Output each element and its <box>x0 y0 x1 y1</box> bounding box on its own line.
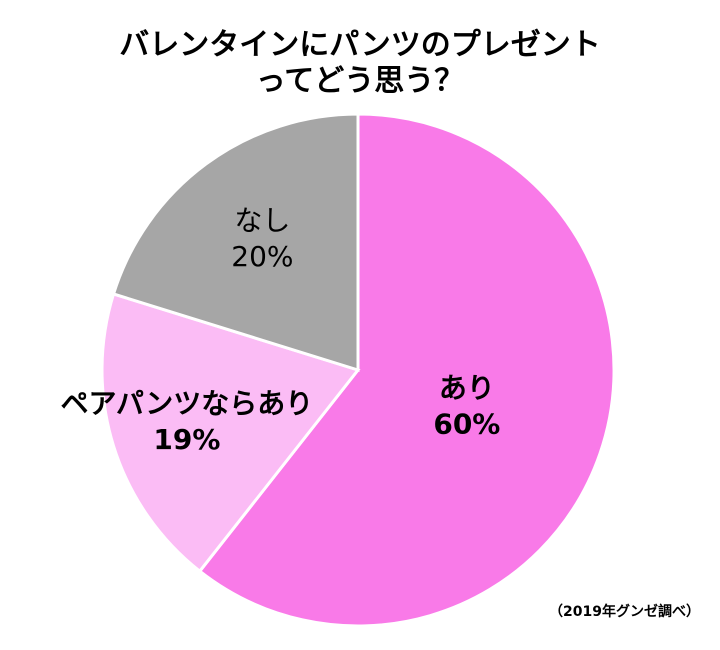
pie-slice <box>111 112 360 373</box>
slice-value-label: 60% <box>433 408 500 441</box>
source-note: （2019年グンゼ調べ） <box>549 603 700 620</box>
slice-value-label: 19% <box>153 423 220 456</box>
slice-label: ペアパンツならあり <box>60 387 313 420</box>
pie-slice <box>100 292 361 574</box>
pie-slice <box>197 112 616 628</box>
chart-title: バレンタインにパンツのプレゼント <box>119 28 601 63</box>
slice-label: なし <box>234 204 290 237</box>
slice-label: あり <box>439 372 495 405</box>
chart-title: ってどう思う？ <box>256 64 465 99</box>
slice-value-label: 20% <box>231 240 293 273</box>
